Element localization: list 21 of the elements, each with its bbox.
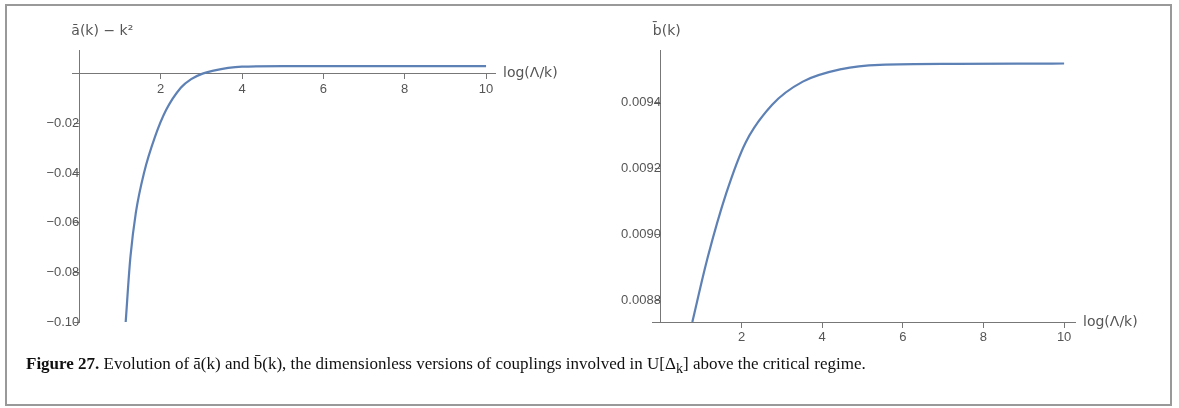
x-tick-label: 4 bbox=[818, 329, 826, 345]
x-tick-label: 8 bbox=[401, 80, 409, 96]
y-tick-label: −0.10 bbox=[46, 313, 80, 329]
y-tick-label: −0.02 bbox=[46, 114, 80, 130]
x-tick-label: 10 bbox=[1056, 329, 1072, 345]
x-tick-label: 6 bbox=[899, 329, 907, 345]
x-tick-label: 8 bbox=[979, 329, 988, 345]
line-series bbox=[691, 62, 1066, 322]
x-axis-title: log(Λ/k) bbox=[1083, 312, 1138, 329]
y-tick-label: −0.08 bbox=[46, 263, 80, 279]
x-tick-label: 4 bbox=[238, 80, 246, 96]
x-axis-title: log(Λ/k) bbox=[503, 64, 558, 81]
y-axis-title: b̄(k) bbox=[652, 21, 681, 38]
y-tick-label: −0.04 bbox=[46, 164, 80, 180]
x-tick-label: 2 bbox=[737, 329, 746, 345]
x-tick-label: 2 bbox=[157, 80, 165, 96]
y-axis-title: ā(k) − k² bbox=[71, 21, 134, 38]
caption: Figure 27. Evolution of ā(k) and b̄(k), the dimensionless versions of couplings involved in U[Δ$_{k}$] above the critical regime. bbox=[26, 354, 866, 377]
x-tick-label: 10 bbox=[478, 80, 494, 96]
y-tick-label: −0.06 bbox=[46, 214, 80, 230]
x-tick-label: 6 bbox=[319, 80, 327, 96]
